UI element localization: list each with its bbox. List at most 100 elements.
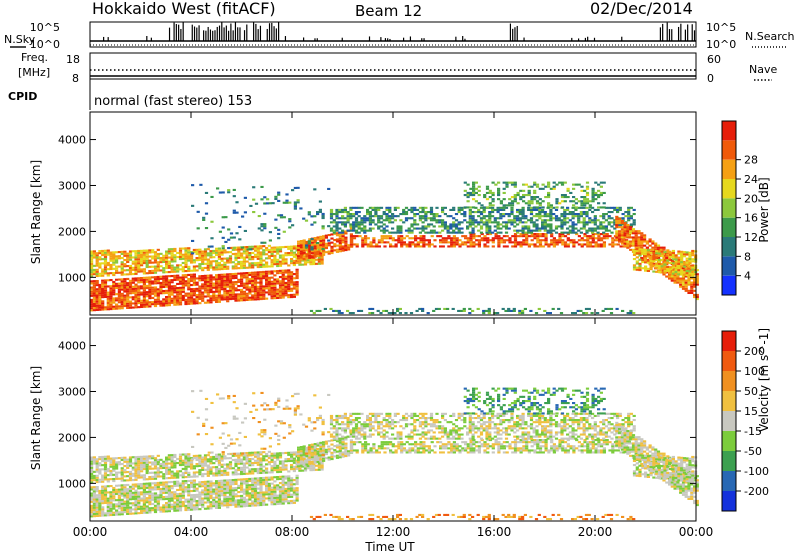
heatmap-cell bbox=[588, 208, 592, 211]
heatmap-cell bbox=[270, 265, 274, 268]
heatmap-cell bbox=[474, 219, 478, 222]
heatmap-cell bbox=[270, 476, 274, 479]
heatmap-cell bbox=[198, 250, 202, 253]
heatmap-cell bbox=[162, 256, 166, 259]
heatmap-cell bbox=[605, 237, 609, 240]
heatmap-cell bbox=[571, 229, 575, 232]
heatmap-cell bbox=[145, 291, 149, 294]
heatmap-cell bbox=[591, 191, 595, 194]
heatmap-cell bbox=[90, 488, 94, 491]
heatmap-cell bbox=[276, 496, 280, 499]
heatmap-cell bbox=[276, 258, 280, 261]
heatmap-cell bbox=[563, 200, 567, 203]
heatmap-cell bbox=[281, 294, 285, 297]
heatmap-cell bbox=[237, 246, 241, 249]
heatmap-cell bbox=[220, 277, 224, 280]
heatmap-cell bbox=[657, 260, 662, 263]
heatmap-cell bbox=[582, 211, 586, 214]
heatmap-cell bbox=[267, 248, 271, 251]
heatmap-cell bbox=[176, 295, 180, 298]
heatmap-cell bbox=[677, 267, 681, 270]
heatmap-cell bbox=[237, 289, 241, 292]
heatmap-cell bbox=[123, 252, 127, 255]
heatmap-cell bbox=[285, 199, 289, 202]
heatmap-cell bbox=[112, 497, 116, 500]
heatmap-cell bbox=[90, 486, 94, 489]
heatmap-cell bbox=[441, 229, 445, 232]
heatmap-cell bbox=[568, 211, 572, 214]
heatmap-cell bbox=[206, 293, 210, 296]
heatmap-cell bbox=[203, 301, 208, 304]
heatmap-cell bbox=[594, 198, 598, 201]
heatmap-cell bbox=[354, 231, 359, 234]
heatmap-cell bbox=[176, 493, 180, 496]
heatmap-cell bbox=[435, 206, 439, 209]
cpid-text: normal (fast stereo) 153 bbox=[94, 94, 252, 109]
heatmap-cell bbox=[187, 265, 191, 268]
heatmap-cell bbox=[341, 247, 345, 250]
heatmap-cell bbox=[201, 299, 205, 302]
heatmap-cell bbox=[101, 292, 105, 295]
heatmap-cell bbox=[600, 243, 604, 246]
heatmap-cell bbox=[290, 271, 294, 274]
heatmap-cell bbox=[240, 282, 244, 285]
heatmap-cell bbox=[212, 266, 216, 269]
heatmap-cell bbox=[388, 215, 392, 218]
heatmap-cell bbox=[388, 217, 392, 220]
heatmap-cell bbox=[529, 208, 534, 211]
heatmap-cell bbox=[256, 287, 260, 290]
heatmap-cell bbox=[256, 247, 260, 250]
heatmap-cell bbox=[220, 504, 224, 507]
heatmap-cell bbox=[588, 241, 593, 244]
heatmap-cell bbox=[278, 264, 283, 267]
heatmap-cell bbox=[655, 266, 659, 269]
heatmap-cell bbox=[260, 223, 264, 226]
heatmap-cell bbox=[153, 280, 158, 283]
heatmap-cell bbox=[329, 208, 334, 211]
heatmap-cell bbox=[206, 480, 210, 483]
heatmap-cell bbox=[541, 221, 545, 224]
heatmap-cell bbox=[418, 227, 422, 230]
heatmap-cell bbox=[641, 248, 645, 251]
heatmap-cell bbox=[535, 229, 539, 232]
heatmap-cell bbox=[555, 200, 559, 203]
heatmap-cell bbox=[538, 213, 542, 216]
heatmap-cell bbox=[352, 221, 356, 224]
heatmap-cell bbox=[597, 183, 601, 186]
heatmap-cell bbox=[282, 216, 286, 219]
heatmap-cell bbox=[131, 298, 135, 301]
heatmap-cell bbox=[679, 281, 683, 284]
heatmap-cell bbox=[377, 219, 381, 222]
heatmap-cell bbox=[292, 283, 296, 286]
heatmap-cell bbox=[95, 290, 99, 293]
heatmap-cell bbox=[588, 221, 592, 224]
heatmap-cell bbox=[518, 208, 522, 211]
heatmap-cell bbox=[496, 312, 500, 315]
heatmap-cell bbox=[123, 508, 127, 511]
heatmap-cell bbox=[117, 490, 121, 493]
heatmap-cell bbox=[117, 297, 121, 300]
heatmap-cell bbox=[640, 257, 644, 260]
heatmap-cell bbox=[461, 241, 465, 244]
heatmap-cell bbox=[192, 267, 196, 270]
heatmap-cell bbox=[190, 298, 194, 301]
heatmap-cell bbox=[95, 294, 99, 297]
heatmap-cell bbox=[226, 251, 230, 254]
heatmap-cell bbox=[151, 286, 155, 289]
heatmap-cell bbox=[618, 236, 622, 239]
heatmap-cell bbox=[228, 259, 233, 262]
heatmap-cell bbox=[90, 504, 94, 507]
heatmap-cell bbox=[646, 269, 650, 272]
heatmap-cell bbox=[487, 309, 491, 312]
heatmap-cell bbox=[126, 273, 130, 276]
heatmap-cell bbox=[190, 300, 194, 303]
heatmap-cell bbox=[649, 257, 653, 260]
heatmap-cell bbox=[181, 482, 185, 485]
heatmap-cell bbox=[421, 307, 425, 310]
heatmap-cell bbox=[92, 250, 96, 253]
heatmap-cell bbox=[209, 260, 213, 263]
heatmap-cell bbox=[321, 225, 325, 228]
heatmap-cell bbox=[209, 278, 213, 281]
heatmap-cell bbox=[460, 208, 464, 211]
heatmap-cell bbox=[460, 206, 464, 209]
